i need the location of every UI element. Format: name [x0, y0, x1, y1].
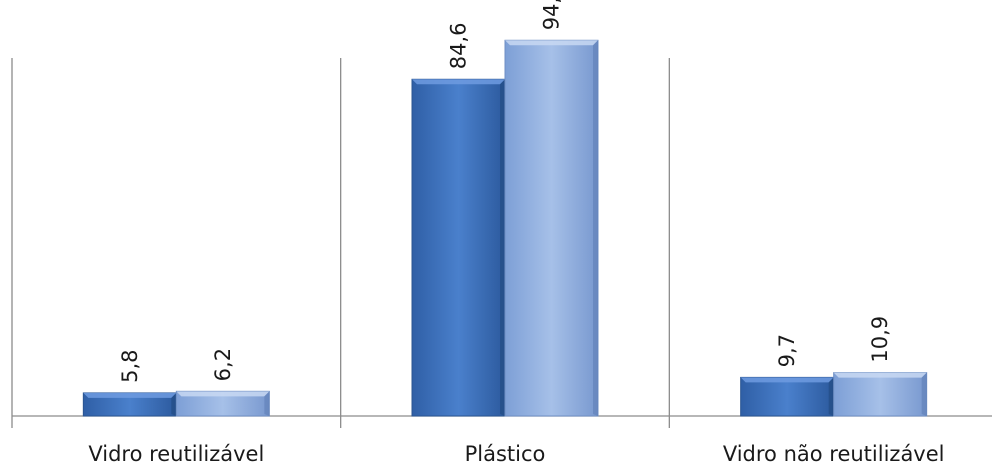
data-label: 5,8 [118, 350, 142, 383]
bar [175, 390, 270, 417]
bar-bevel-side [593, 40, 598, 417]
data-label: 10,9 [868, 316, 892, 363]
data-label: 84,6 [447, 23, 471, 70]
category-label: Plástico [465, 442, 546, 464]
bars [82, 39, 928, 417]
bar-bevel-top [83, 392, 177, 398]
bar [411, 78, 506, 417]
data-label: 6,2 [211, 348, 235, 381]
bar-bevel-side [921, 372, 927, 416]
bar-face [833, 372, 928, 417]
bar [740, 376, 835, 417]
category-label: Vidro não reutilizável [723, 442, 945, 464]
data-label: 9,7 [775, 334, 799, 367]
bar-bevel-top [176, 391, 270, 397]
bar-bevel-side [171, 392, 177, 416]
bar-bevel-top [505, 40, 598, 46]
bar-bevel-side [828, 377, 834, 416]
bar-bevel-top [412, 79, 505, 85]
bar-face [740, 376, 835, 417]
bar-face [504, 39, 599, 417]
bar-face [411, 78, 506, 417]
data-label: 94,4 [540, 0, 564, 30]
bar-bevel-side [500, 79, 505, 417]
bar [833, 372, 928, 417]
labels: 5,8 6,2 Vidro reutilizável 84,6 94,4 Plástico… [88, 0, 944, 464]
bar-bevel-top [740, 377, 834, 383]
bar-bevel-side [264, 391, 270, 416]
bar-bevel-top [833, 372, 927, 378]
bar [504, 39, 599, 417]
category-label: Vidro reutilizável [88, 442, 264, 464]
bar [82, 392, 177, 417]
